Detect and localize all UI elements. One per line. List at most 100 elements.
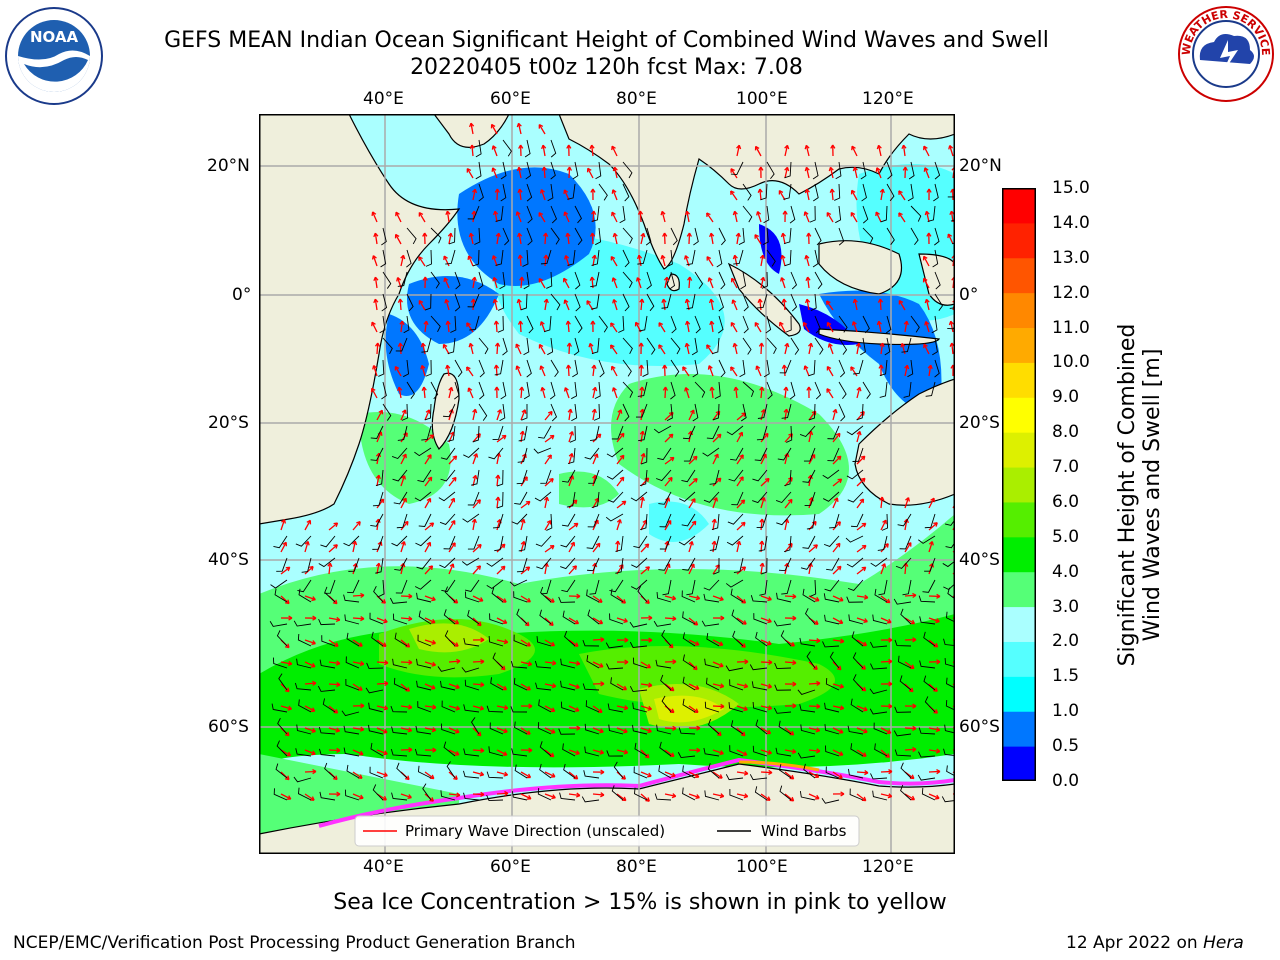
wave-arrow-head — [543, 298, 549, 304]
wave-arrow-head — [493, 320, 500, 325]
wind-barb — [942, 560, 955, 568]
wind-barb — [629, 686, 648, 693]
wind-barb — [296, 724, 312, 735]
wave-arrow-head — [789, 796, 795, 802]
wave-arrow — [706, 212, 714, 223]
wave-arrow — [592, 475, 596, 487]
wind-barb — [546, 513, 553, 531]
wind-barb — [754, 786, 768, 801]
wave-arrow-head — [451, 476, 457, 482]
wind-barb — [783, 227, 792, 245]
wind-barb — [679, 491, 696, 502]
wave-arrow-head — [693, 477, 698, 483]
wind-barb — [523, 337, 530, 356]
wind-barb — [430, 315, 441, 333]
wave-arrow-head — [926, 232, 932, 237]
wave-arrow — [878, 321, 882, 333]
wave-arrow-head — [885, 598, 891, 604]
wave-arrow — [376, 749, 388, 755]
wave-arrow — [469, 343, 474, 355]
wave-arrow-head — [863, 706, 868, 712]
wind-barb — [742, 293, 749, 312]
wave-arrow — [496, 639, 508, 644]
wave-arrow — [304, 770, 317, 773]
wave-arrow — [706, 344, 714, 355]
wind-barb — [454, 381, 460, 400]
wind-barb — [730, 447, 744, 461]
wave-arrow — [784, 727, 795, 736]
lon-label-bottom: 120°E — [862, 857, 914, 877]
wave-arrow — [568, 705, 580, 712]
wind-barb — [381, 227, 387, 246]
wave-arrow-head — [695, 794, 700, 800]
wind-barb — [825, 766, 840, 779]
wave-arrow — [399, 342, 402, 355]
wave-arrow — [826, 300, 834, 311]
wind-barb — [729, 679, 744, 691]
wave-arrow — [808, 705, 821, 708]
wind-barb — [757, 293, 768, 309]
wind-barb — [491, 587, 504, 603]
wave-arrow-head — [718, 641, 724, 646]
wave-arrow-head — [804, 166, 810, 172]
wave-arrow — [515, 343, 522, 355]
wave-arrow-head — [684, 210, 691, 216]
wave-arrow — [688, 541, 693, 553]
wave-arrow — [664, 749, 675, 757]
wave-arrow — [304, 520, 311, 531]
wave-arrow — [760, 478, 770, 487]
wave-arrow — [398, 387, 402, 399]
wave-arrow — [880, 617, 892, 624]
wave-arrow-head — [284, 731, 290, 737]
wind-barb — [670, 381, 676, 400]
wave-arrow-head — [935, 618, 940, 624]
wave-arrow — [544, 299, 548, 311]
wave-arrow-head — [455, 705, 461, 711]
wave-arrow — [424, 476, 433, 487]
wave-arrow-head — [805, 276, 811, 282]
wind-barb — [829, 513, 840, 529]
wind-barb — [343, 594, 360, 603]
wave-arrow-head — [562, 277, 568, 283]
wave-arrow — [376, 563, 380, 575]
wave-arrow-head — [879, 342, 885, 348]
wave-arrow — [856, 749, 867, 757]
wave-arrow-head — [332, 599, 338, 605]
wind-barb — [785, 315, 792, 333]
wind-barb — [445, 249, 456, 265]
wind-barb — [500, 161, 507, 180]
wind-barb — [489, 722, 504, 735]
lat-label-left: 20°N — [207, 156, 250, 176]
wave-arrow — [280, 771, 290, 781]
wind-barb — [633, 766, 648, 779]
wave-arrow-head — [743, 683, 749, 689]
wave-arrow — [445, 299, 450, 311]
wind-barb — [540, 249, 552, 265]
wave-arrow — [374, 299, 378, 311]
wind-barb — [784, 161, 792, 179]
wave-arrow-head — [923, 145, 928, 151]
wave-arrow — [639, 210, 642, 223]
wave-arrow — [376, 661, 389, 664]
wave-arrow-head — [759, 386, 765, 391]
wind-barb — [923, 631, 936, 647]
wave-arrow — [520, 771, 531, 779]
lat-label-right: 20°S — [959, 413, 1000, 433]
wave-arrow-head — [742, 751, 748, 756]
lat-label-left: 20°S — [208, 413, 249, 433]
wave-arrow-head — [284, 599, 290, 605]
wave-arrow-head — [948, 145, 954, 150]
wave-arrow — [352, 617, 365, 620]
wave-arrow — [880, 519, 887, 531]
wind-barb — [661, 629, 672, 647]
wave-arrow — [950, 211, 954, 223]
wind-barb — [775, 491, 792, 504]
wind-barb — [511, 513, 528, 525]
wind-barb — [921, 787, 936, 801]
wave-arrow — [304, 727, 316, 733]
wind-barb — [755, 719, 768, 735]
wave-arrow — [448, 455, 458, 465]
wave-arrow — [564, 387, 570, 399]
wind-barb — [838, 227, 845, 246]
wave-arrow — [760, 617, 772, 623]
